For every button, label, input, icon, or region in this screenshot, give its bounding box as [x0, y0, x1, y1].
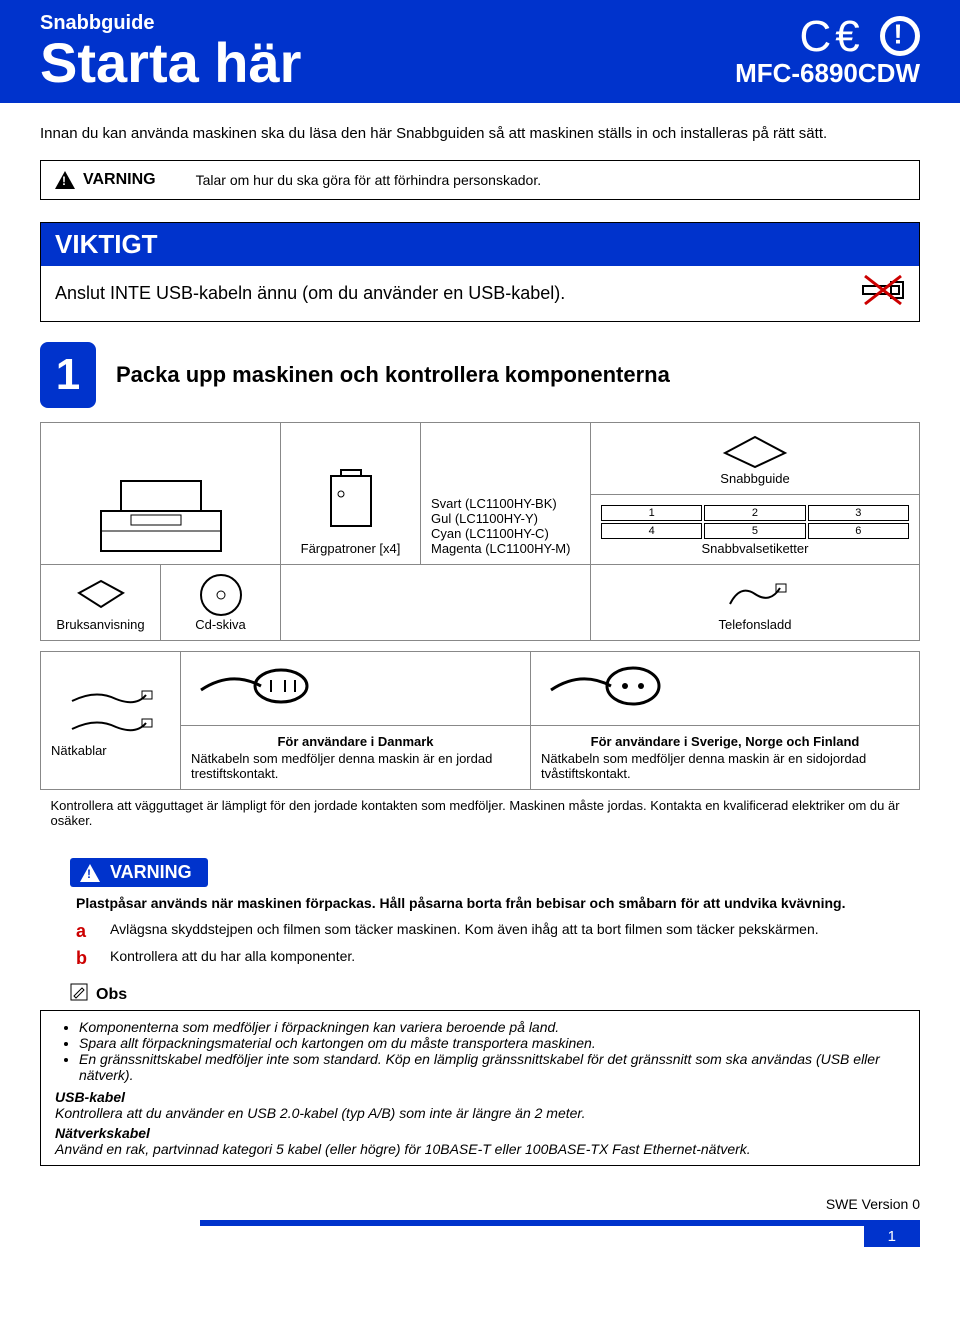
dk-head: För användare i Danmark — [191, 734, 520, 749]
cd-icon — [171, 573, 270, 617]
page-header: Snabbguide Starta här MFC-6890CDW C€ — [0, 0, 960, 103]
important-head: VIKTIGT — [41, 223, 919, 266]
obs-net-head: Nätverkskabel — [55, 1125, 905, 1141]
telefonsladd-label: Telefonsladd — [601, 617, 909, 632]
warning-triangle-icon — [55, 171, 75, 189]
quickguide-icon — [601, 431, 909, 471]
grid-4: 4 — [601, 523, 702, 539]
step-1-header: 1 Packa upp maskinen och kontrollera kom… — [40, 342, 920, 408]
obs-label: Obs — [96, 986, 127, 1004]
snabbval-label: Snabbvalsetiketter — [601, 541, 909, 556]
obs-net-text: Använd en rak, partvinnad kategori 5 kab… — [55, 1141, 905, 1157]
ink-cyan: Cyan (LC1100HY-C) — [431, 526, 580, 541]
step-a: a Avlägsna skyddstejpen och filmen som t… — [76, 921, 920, 942]
warning-badge-text: VARNING — [110, 862, 192, 883]
footer-page-number: 1 — [864, 1226, 920, 1247]
obs-usb-head: USB-kabel — [55, 1089, 905, 1105]
warning-definition-text: Talar om hur du ska göra för att förhind… — [196, 172, 542, 188]
se-head: För användare i Sverige, Norge och Finla… — [541, 734, 909, 749]
natkablar-label: Nätkablar — [51, 743, 170, 758]
grid-5: 5 — [704, 523, 805, 539]
no-usb-icon — [861, 274, 905, 313]
warning-bold-text: Plastpåsar används när maskinen förpacka… — [76, 895, 920, 911]
ink-black: Svart (LC1100HY-BK) — [431, 496, 580, 511]
header-model: MFC-6890CDW — [735, 58, 920, 89]
step-letter-b: b — [76, 948, 92, 969]
power-note: Kontrollera att vägguttaget är lämpligt … — [41, 790, 920, 837]
header-certification-icons: C€ — [800, 12, 920, 62]
cd-label: Cd-skiva — [171, 617, 270, 632]
step-b: b Kontrollera att du har alla komponente… — [76, 948, 920, 969]
cables-icon — [51, 683, 170, 743]
obs-note-box: Komponenterna som medföljer i förpacknin… — [40, 1010, 920, 1166]
grid-1: 1 — [601, 505, 702, 521]
warning-badge: VARNING — [70, 858, 208, 887]
step-a-text: Avlägsna skyddstejpen och filmen som täc… — [110, 921, 819, 942]
obs-item-2: Spara allt förpackningsmaterial och kart… — [79, 1035, 905, 1051]
page-content: Innan du kan använda maskinen ska du läs… — [0, 103, 960, 1196]
grid-2: 2 — [704, 505, 805, 521]
warning-label: VARNING — [55, 171, 156, 189]
step-b-text: Kontrollera att du har alla komponenter. — [110, 948, 355, 969]
obs-usb-text: Kontrollera att du använder en USB 2.0-k… — [55, 1105, 905, 1121]
warning-label-text: VARNING — [83, 171, 156, 189]
footer-version: SWE Version 0 — [826, 1196, 920, 1212]
ink-cartridge-icon — [291, 461, 410, 541]
plug-dk-icon — [191, 660, 520, 713]
alert-circle-icon — [880, 16, 920, 56]
warning-triangle-icon — [80, 864, 100, 882]
manual-icon — [51, 573, 150, 617]
intro-text: Innan du kan använda maskinen ska du läs… — [40, 125, 920, 142]
ink-yellow: Gul (LC1100HY-Y) — [431, 511, 580, 526]
dk-text: Nätkabeln som medföljer denna maskin är … — [191, 751, 492, 781]
step-number: 1 — [40, 342, 96, 408]
obs-header: Obs — [70, 983, 920, 1006]
ce-mark-icon: C€ — [800, 12, 864, 61]
obs-item-3: En gränssnittskabel medföljer inte som s… — [79, 1051, 905, 1083]
page-footer: SWE Version 0 — [0, 1196, 960, 1218]
grid-6: 6 — [808, 523, 909, 539]
grid-3: 3 — [808, 505, 909, 521]
snabbguide-label: Snabbguide — [601, 471, 909, 486]
important-body: Anslut INTE USB-kabeln ännu (om du använ… — [41, 266, 919, 321]
printer-icon — [51, 476, 270, 556]
bruksanvisning-label: Bruksanvisning — [51, 617, 150, 632]
pencil-icon — [70, 983, 88, 1006]
important-box: VIKTIGT Anslut INTE USB-kabeln ännu (om … — [40, 222, 920, 322]
components-table: Färgpatroner [x4] Svart (LC1100HY-BK) Gu… — [40, 422, 920, 641]
obs-item-1: Komponenterna som medföljer i förpacknin… — [79, 1019, 905, 1035]
ink-magenta: Magenta (LC1100HY-M) — [431, 541, 580, 556]
se-text: Nätkabeln som medföljer denna maskin är … — [541, 751, 866, 781]
power-cable-table: Nätkablar För användare i Danmark Nätkab… — [40, 651, 920, 836]
quickdial-grid: 1 2 3 4 5 6 — [601, 505, 909, 539]
phone-cord-icon — [601, 573, 909, 617]
plug-se-icon — [541, 660, 909, 713]
ink-caption: Färgpatroner [x4] — [291, 541, 410, 556]
warning-definition-box: VARNING Talar om hur du ska göra för att… — [40, 160, 920, 200]
important-text: Anslut INTE USB-kabeln ännu (om du använ… — [55, 283, 565, 304]
step-letter-a: a — [76, 921, 92, 942]
step-title: Packa upp maskinen och kontrollera kompo… — [116, 362, 670, 388]
